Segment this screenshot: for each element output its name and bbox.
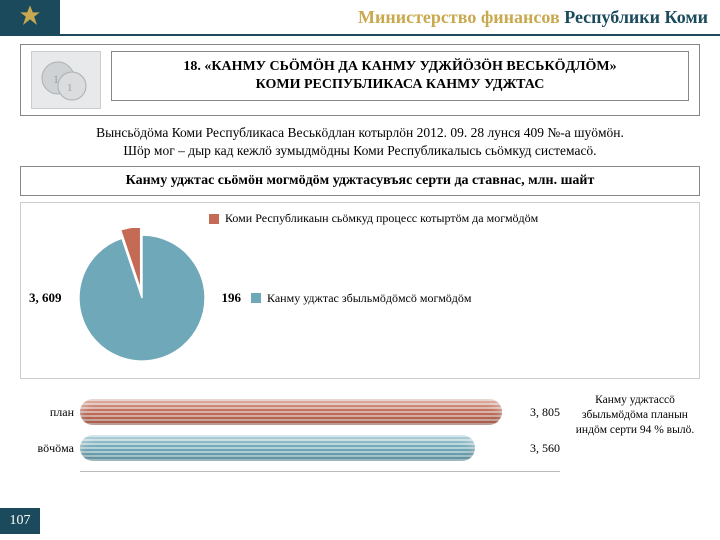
section-18-box: 1 1 18. «КАНМУ СЬÖМÖН ДА КАНМУ УДЖЙÖЗÖН … (20, 44, 700, 116)
section-18-title: 18. «КАНМУ СЬÖМÖН ДА КАНМУ УДЖЙÖЗÖН ВЕСЬ… (111, 51, 689, 101)
note-box: Канму уджтассö збыльмöдöма планын индöм … (570, 389, 700, 442)
legend-item-2: Канму уджтас збыльмöдöмсö могмöдöм (251, 291, 691, 306)
legend-label-2: Канму уджтас збыльмöдöмсö могмöдöм (267, 291, 472, 306)
chart-heading: Канму уджтас сьöмöн могмöдöм уджтасувъяс… (20, 166, 700, 196)
title-gold: Министерство финансов (358, 7, 564, 27)
pie-label-2: 196 (222, 290, 242, 306)
pie-label-1: 3, 609 (29, 290, 62, 306)
legend-label-1: Коми Республикаын сьöмкуд процесс котырт… (225, 211, 538, 226)
desc-line1: Вынсьöдöма Коми Республикаса Веськöдлан … (28, 124, 692, 142)
legend-swatch-2 (251, 293, 261, 303)
legend-item-1: Коми Республикаын сьöмкуд процесс котырт… (209, 211, 691, 226)
desc-line2: Шöр мог – дыр кад кежлö зумыдмöдны Коми … (28, 142, 692, 160)
bar-axis (80, 471, 560, 472)
bar-value: 3, 560 (530, 441, 560, 456)
sec18-line2: КОМИ РЕСПУБЛИКАСА КАНМУ УДЖТАС (120, 76, 680, 94)
header: Министерство финансов Республики Коми (0, 0, 720, 36)
legend-swatch-1 (209, 214, 219, 224)
emblem-icon (16, 4, 44, 32)
bar-row: вöчöма 3, 560 (20, 435, 560, 461)
logo-cell (0, 0, 60, 36)
bar-cylinder (80, 399, 502, 425)
bar-track (80, 399, 524, 425)
description: Вынсьöдöма Коми Республикаса Веськöдлан … (28, 124, 692, 160)
bar-track (80, 435, 524, 461)
page-number: 107 (0, 508, 40, 534)
bar-category: план (20, 405, 80, 420)
bar-chart: план 3, 805 вöчöма 3, 560 (20, 389, 560, 472)
svg-text:1: 1 (67, 82, 73, 94)
bar-category: вöчöма (20, 441, 80, 456)
bars-section: план 3, 805 вöчöма 3, 560 Канму уджтассö зб… (20, 389, 700, 472)
pie-row: 3, 609 196 Канму уджтас збыльмöдöмсö мог… (29, 228, 691, 368)
pie-chart (72, 228, 212, 368)
bar-cylinder (80, 435, 475, 461)
charts-container: Коми Республикаын сьöмкуд процесс котырт… (20, 202, 700, 379)
title-dark: Республики Коми (564, 7, 708, 27)
coins-icon: 1 1 (31, 51, 101, 109)
svg-text:1: 1 (53, 72, 59, 86)
bar-row: план 3, 805 (20, 399, 560, 425)
header-title: Министерство финансов Республики Коми (60, 0, 720, 36)
bar-value: 3, 805 (530, 405, 560, 420)
sec18-line1: 18. «КАНМУ СЬÖМÖН ДА КАНМУ УДЖЙÖЗÖН ВЕСЬ… (120, 58, 680, 76)
